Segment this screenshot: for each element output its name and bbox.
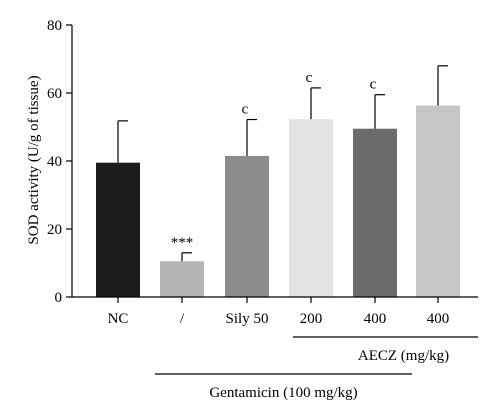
x-axis: NC / Sily 50 200 400 400 bbox=[72, 296, 478, 327]
y-tick-label: 40 bbox=[47, 154, 62, 170]
bar bbox=[289, 119, 333, 298]
group-label: Gentamicin (100 mg/kg) bbox=[209, 385, 357, 401]
y-tick-label: 20 bbox=[47, 222, 62, 238]
group-label: AECZ (mg/kg) bbox=[358, 348, 449, 364]
bar bbox=[225, 155, 269, 297]
y-tick-label: 80 bbox=[47, 18, 62, 34]
x-tick-label: 200 bbox=[300, 311, 323, 327]
y-tick-label: 0 bbox=[55, 290, 63, 306]
bar bbox=[160, 261, 204, 297]
significance-label: c bbox=[306, 70, 313, 86]
significance-label: c bbox=[242, 102, 249, 118]
x-tick-label: / bbox=[180, 311, 185, 327]
x-tick-label: Sily 50 bbox=[226, 311, 269, 327]
bar bbox=[353, 128, 397, 297]
bar bbox=[96, 162, 140, 297]
x-tick-label: 400 bbox=[364, 311, 387, 327]
y-axis-label: SOD activity (U/g of tissue) bbox=[26, 75, 42, 244]
y-axis: 0 20 40 60 80 bbox=[47, 18, 73, 306]
x-tick-label: 400 bbox=[427, 311, 450, 327]
bars-layer: *** c c c bbox=[96, 65, 460, 298]
bar bbox=[416, 105, 460, 297]
group-brackets: AECZ (mg/kg) Gentamicin (100 mg/kg) bbox=[155, 336, 478, 401]
significance-label: *** bbox=[171, 235, 194, 251]
y-tick-label: 60 bbox=[47, 86, 62, 102]
significance-label: c bbox=[370, 77, 377, 93]
x-tick-label: NC bbox=[108, 311, 129, 327]
